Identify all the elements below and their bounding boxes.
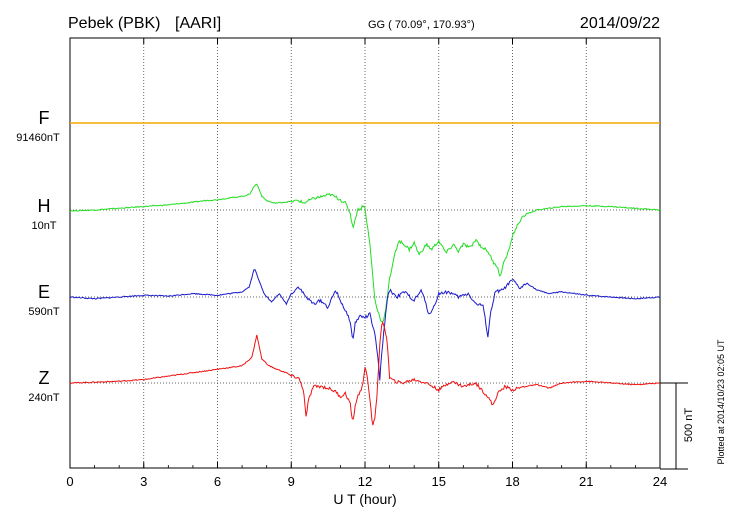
baseline-label-f: 91460nT	[16, 132, 60, 144]
x-tick-label: 9	[288, 474, 295, 489]
series-label-h: H	[38, 196, 51, 216]
series-trace-z	[69, 320, 661, 426]
baseline-label-e: 590nT	[28, 306, 59, 318]
x-tick-label: 18	[505, 474, 519, 489]
series-label-z: Z	[39, 368, 50, 388]
x-tick-label: 0	[66, 474, 73, 489]
grid-layer	[70, 38, 660, 468]
x-tick-label: 3	[140, 474, 147, 489]
x-tick-label: 12	[358, 474, 372, 489]
series-trace-e	[69, 269, 661, 381]
series-trace-h	[69, 183, 661, 323]
x-axis-ticks: 0 3 6 9 12 15 18 21 24	[66, 38, 667, 489]
baseline-label-h: 10nT	[31, 220, 56, 232]
series-label-e: E	[38, 282, 50, 302]
scale-label: 500 nT	[683, 408, 695, 443]
scale-bar	[660, 382, 688, 470]
chart-title-station: Pebek (PBK)	[68, 15, 160, 32]
series-label-f: F	[39, 108, 50, 128]
chart-coords: GG ( 70.09°, 170.93°)	[368, 19, 475, 31]
chart-date: 2014/09/22	[580, 15, 660, 32]
x-tick-label: 15	[432, 474, 446, 489]
baseline-label-z: 240nT	[28, 392, 59, 404]
x-axis-label: U T (hour)	[333, 491, 396, 507]
x-tick-label: 21	[579, 474, 593, 489]
plot-frame	[69, 37, 661, 469]
chart-title-institute: [AARI]	[175, 15, 221, 32]
x-tick-label: 6	[214, 474, 221, 489]
plotted-note: Plotted at 2014/10/23 02:05 UT	[716, 339, 726, 465]
series-layer	[69, 122, 661, 426]
x-tick-label: 24	[653, 474, 667, 489]
